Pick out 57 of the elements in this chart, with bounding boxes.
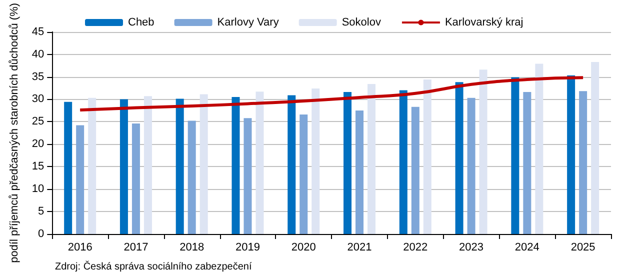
bar — [120, 99, 128, 234]
x-tick-label: 2019 — [235, 242, 260, 254]
bar — [88, 98, 96, 234]
y-tick-label: 5 — [38, 206, 44, 218]
x-tick-label: 2016 — [68, 242, 92, 254]
y-tick-label: 45 — [32, 26, 44, 38]
x-tick-label: 2020 — [291, 242, 316, 254]
bar — [368, 84, 376, 234]
y-tick-label: 15 — [32, 160, 44, 173]
bar — [300, 114, 308, 234]
line-series — [78, 76, 585, 112]
bar — [64, 102, 72, 234]
bar — [579, 91, 588, 234]
y-tick-label: 0 — [38, 228, 44, 240]
text: Zdroj: Česká správa sociálního zabezpečení — [55, 260, 252, 272]
bar — [511, 77, 520, 234]
legend-label: Cheb — [128, 16, 154, 28]
y-tick-label: 40 — [32, 48, 44, 60]
bar — [176, 98, 184, 234]
bar — [399, 90, 408, 234]
x-tick-label: 2025 — [570, 242, 596, 254]
bar — [144, 96, 152, 234]
y-axis-title: podíl příjemců předčasných starobních důchodců (%) — [8, 3, 20, 263]
y-tick-label: 25 — [32, 116, 44, 128]
bar — [411, 106, 420, 234]
bar — [479, 70, 488, 234]
bar — [344, 92, 352, 234]
bar — [423, 79, 432, 234]
bar — [232, 96, 240, 234]
legend-label: Karlovarský kraj — [444, 16, 524, 28]
bar — [244, 118, 252, 234]
bar — [288, 95, 296, 234]
bar — [356, 110, 364, 234]
x-tick-label: 2018 — [180, 242, 204, 254]
y-tick-label: 20 — [32, 138, 44, 150]
bar — [535, 64, 544, 234]
x-tick-label: 2024 — [514, 242, 540, 254]
bar — [132, 123, 140, 234]
y-tick-label: 10 — [32, 183, 44, 196]
legend-label: Karlovy Vary — [217, 16, 280, 28]
bar — [591, 62, 600, 234]
x-tick-label: 2021 — [347, 242, 372, 254]
bar — [312, 88, 320, 234]
bar — [567, 75, 576, 234]
bar — [523, 92, 532, 234]
bar — [455, 82, 464, 234]
y-tick-label: 35 — [32, 70, 44, 83]
bar — [188, 120, 196, 234]
bar — [467, 98, 476, 234]
bar — [200, 94, 208, 234]
x-tick-label: 2017 — [124, 242, 148, 254]
legend-label: Sokolov — [342, 16, 382, 28]
bar — [256, 92, 264, 234]
bar — [76, 125, 84, 234]
x-tick-label: 2022 — [403, 242, 428, 254]
y-tick-label: 30 — [32, 93, 44, 106]
x-tick-label: 2023 — [459, 242, 484, 254]
